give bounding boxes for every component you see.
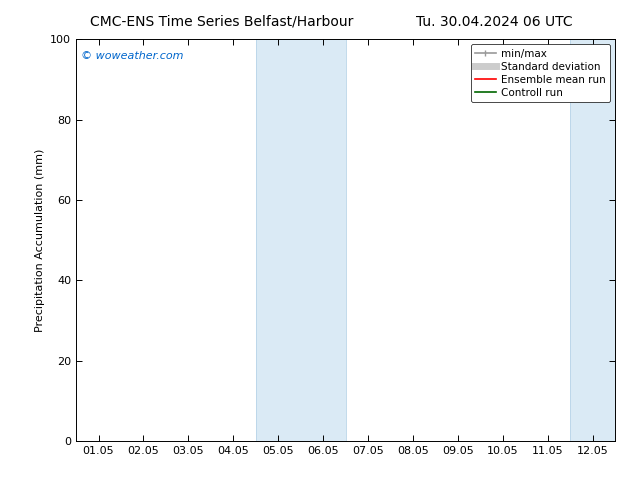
Text: © woweather.com: © woweather.com [81,51,184,61]
Bar [256,39,346,441]
Y-axis label: Precipitation Accumulation (mm): Precipitation Accumulation (mm) [35,148,44,332]
Text: Tu. 30.04.2024 06 UTC: Tu. 30.04.2024 06 UTC [416,15,573,29]
Legend: min/max, Standard deviation, Ensemble mean run, Controll run: min/max, Standard deviation, Ensemble me… [470,45,610,102]
Bar [570,39,634,441]
Text: CMC-ENS Time Series Belfast/Harbour: CMC-ENS Time Series Belfast/Harbour [90,15,354,29]
